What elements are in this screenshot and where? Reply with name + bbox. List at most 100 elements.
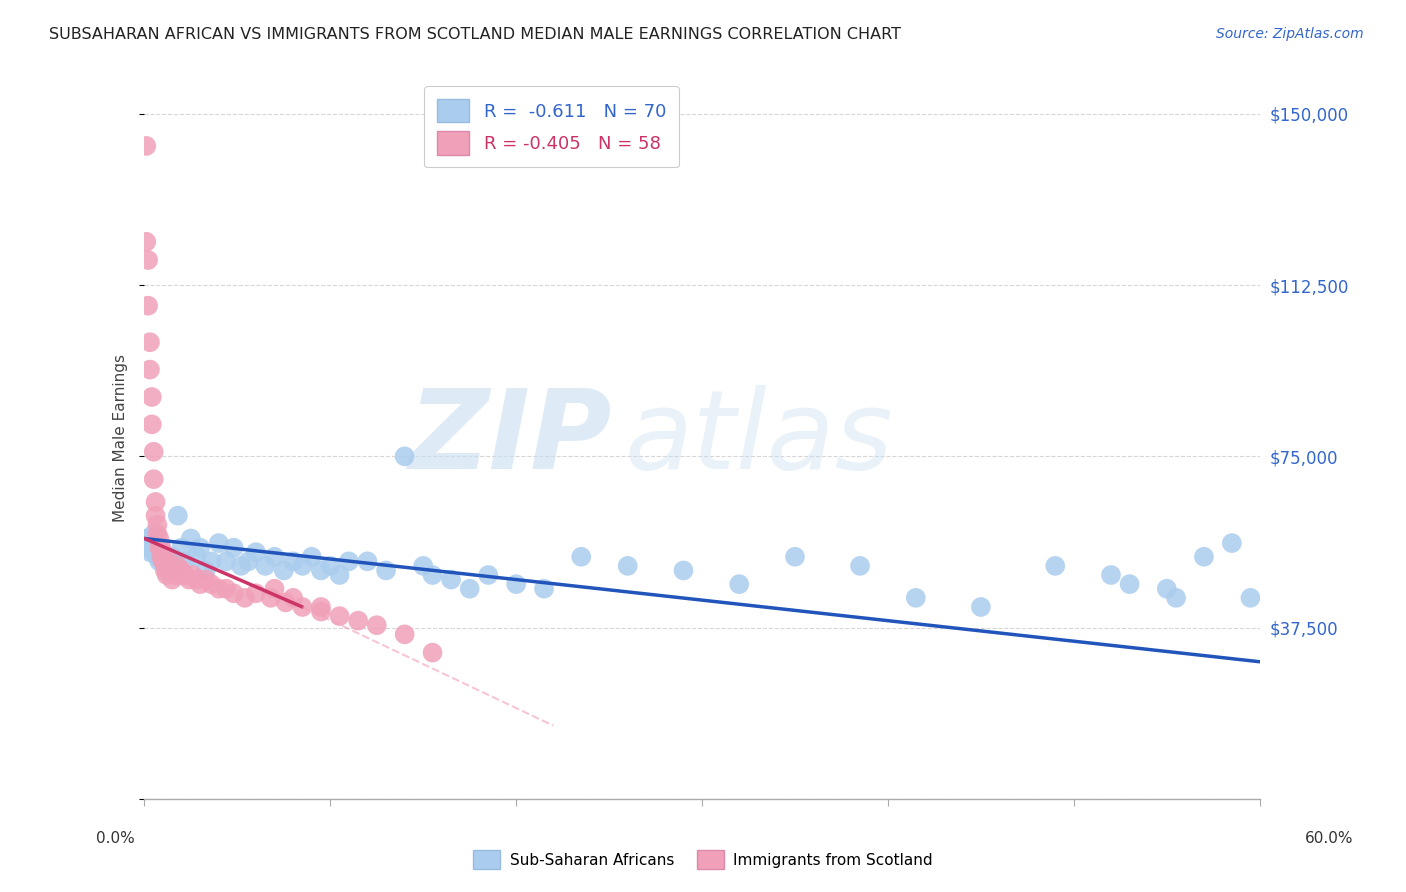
Text: ZIP: ZIP: [409, 384, 613, 491]
Point: [139, 362, 162, 376]
Point: [135, 532, 157, 546]
Point: [162, 549, 184, 564]
Point: [274, 595, 297, 609]
Point: [477, 568, 499, 582]
Point: [142, 472, 165, 486]
Text: SUBSAHARAN AFRICAN VS IMMIGRANTS FROM SCOTLAND MEDIAN MALE EARNINGS CORRELATION : SUBSAHARAN AFRICAN VS IMMIGRANTS FROM SC…: [49, 27, 901, 42]
Point: [1045, 558, 1067, 573]
Point: [329, 609, 352, 624]
Point: [208, 582, 231, 596]
Point: [186, 549, 208, 564]
Point: [291, 558, 314, 573]
Point: [260, 591, 283, 605]
Point: [347, 614, 370, 628]
Point: [142, 527, 165, 541]
Point: [152, 554, 174, 568]
Point: [215, 582, 238, 596]
Point: [159, 564, 181, 578]
Point: [245, 545, 267, 559]
Point: [440, 573, 463, 587]
Point: [145, 495, 167, 509]
Point: [152, 545, 174, 559]
Point: [505, 577, 527, 591]
Point: [186, 573, 208, 587]
Point: [309, 605, 332, 619]
Point: [337, 554, 360, 568]
Point: [157, 554, 180, 568]
Point: [422, 646, 444, 660]
Text: 60.0%: 60.0%: [1305, 831, 1353, 846]
Point: [163, 564, 186, 578]
Point: [281, 554, 304, 568]
Point: [157, 554, 180, 568]
Point: [174, 568, 197, 582]
Point: [141, 417, 163, 432]
Point: [273, 564, 295, 578]
Point: [153, 554, 176, 568]
Point: [148, 532, 170, 546]
Point: [145, 508, 167, 523]
Point: [162, 573, 184, 587]
Point: [329, 568, 352, 582]
Point: [309, 599, 332, 614]
Text: Source: ZipAtlas.com: Source: ZipAtlas.com: [1216, 27, 1364, 41]
Point: [394, 450, 416, 464]
Point: [188, 541, 211, 555]
Legend: Sub-Saharan Africans, Immigrants from Scotland: Sub-Saharan Africans, Immigrants from Sc…: [467, 844, 939, 875]
Point: [153, 564, 176, 578]
Point: [146, 536, 169, 550]
Point: [139, 335, 162, 350]
Point: [162, 564, 184, 578]
Point: [458, 582, 481, 596]
Point: [1164, 591, 1187, 605]
Point: [319, 558, 342, 573]
Point: [215, 554, 238, 568]
Point: [229, 558, 252, 573]
Point: [222, 586, 245, 600]
Point: [356, 554, 378, 568]
Text: 0.0%: 0.0%: [96, 831, 135, 846]
Point: [136, 541, 159, 555]
Point: [156, 568, 179, 582]
Point: [533, 582, 555, 596]
Point: [146, 517, 169, 532]
Point: [188, 577, 211, 591]
Point: [152, 554, 174, 568]
Point: [1239, 591, 1261, 605]
Legend: R =  -0.611   N = 70, R = -0.405   N = 58: R = -0.611 N = 70, R = -0.405 N = 58: [425, 87, 679, 167]
Point: [156, 558, 179, 573]
Point: [375, 564, 398, 578]
Point: [194, 564, 217, 578]
Point: [148, 541, 170, 555]
Point: [139, 545, 162, 559]
Point: [177, 573, 200, 587]
Text: atlas: atlas: [624, 384, 893, 491]
Point: [146, 527, 169, 541]
Point: [157, 564, 180, 578]
Point: [139, 532, 162, 546]
Y-axis label: Median Male Earnings: Median Male Earnings: [114, 354, 128, 522]
Point: [159, 558, 181, 573]
Point: [309, 564, 332, 578]
Point: [728, 577, 751, 591]
Point: [136, 299, 159, 313]
Point: [281, 591, 304, 605]
Point: [136, 253, 159, 268]
Point: [233, 591, 256, 605]
Point: [166, 558, 188, 573]
Point: [141, 536, 163, 550]
Point: [1220, 536, 1243, 550]
Point: [180, 532, 202, 546]
Point: [135, 235, 157, 249]
Point: [366, 618, 388, 632]
Point: [1192, 549, 1215, 564]
Point: [1156, 582, 1178, 596]
Point: [200, 577, 222, 591]
Point: [422, 568, 444, 582]
Point: [783, 549, 806, 564]
Point: [616, 558, 638, 573]
Point: [208, 536, 231, 550]
Point: [849, 558, 872, 573]
Point: [263, 549, 285, 564]
Point: [165, 568, 187, 582]
